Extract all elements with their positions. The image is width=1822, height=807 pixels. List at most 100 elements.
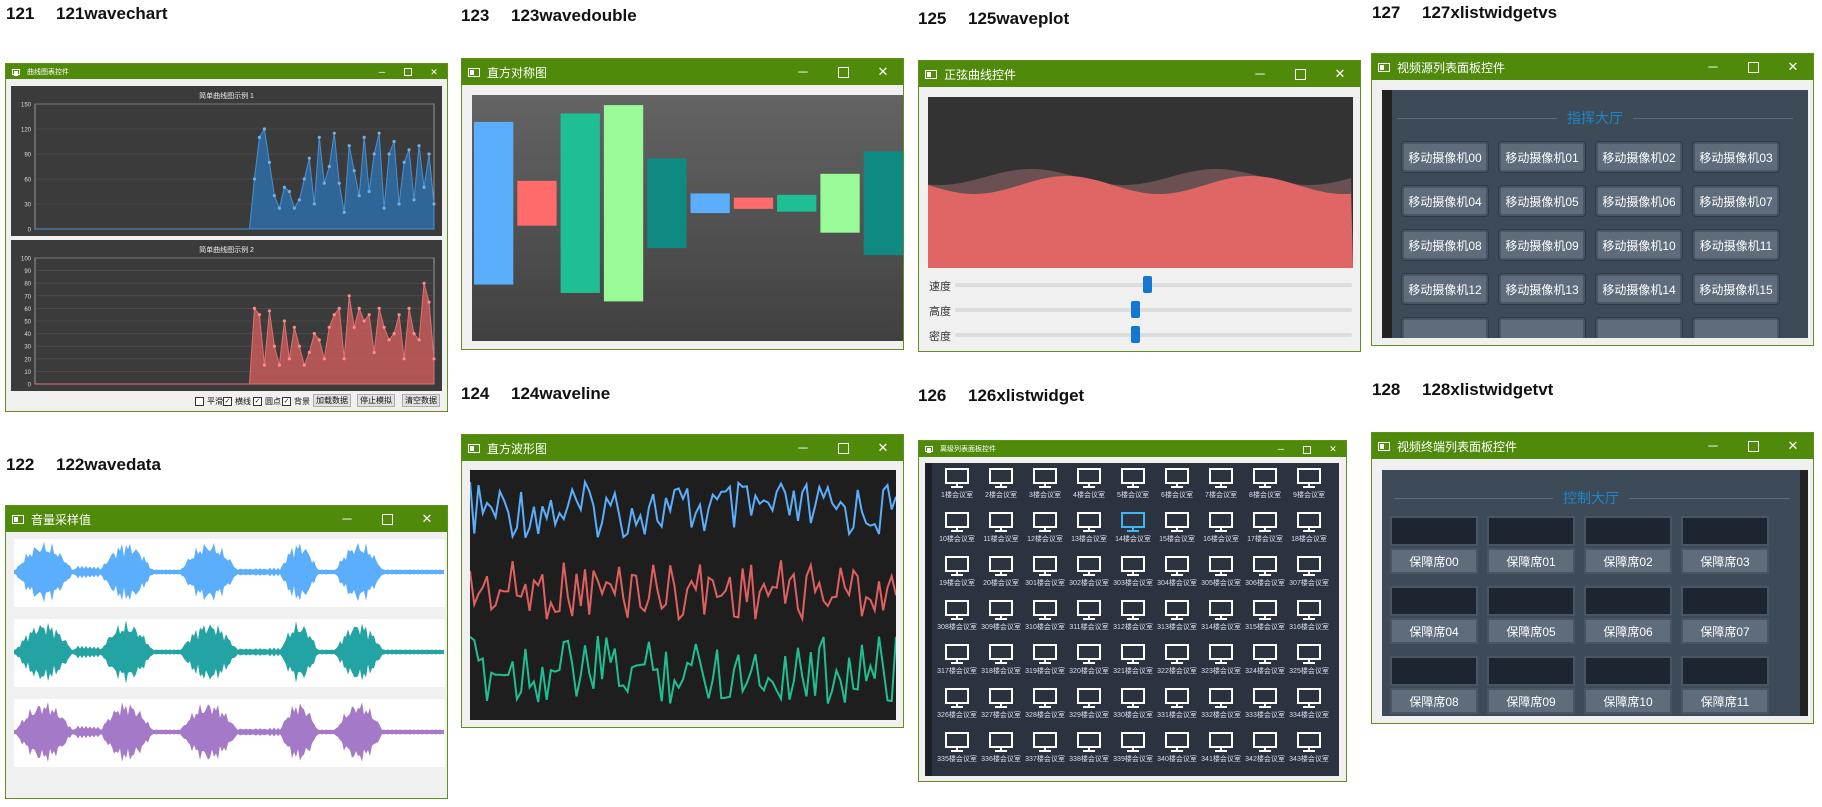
room-item[interactable]: 308楼会议室 <box>935 599 979 641</box>
maximize-icon[interactable] <box>823 65 863 79</box>
density-slider-thumb[interactable] <box>1131 326 1140 343</box>
maximize-icon[interactable] <box>1280 67 1320 81</box>
titlebar[interactable]: 正弦曲线控件 ─ ✕ <box>919 61 1360 87</box>
camera-button[interactable]: 移动摄像机05 <box>1499 186 1585 216</box>
room-item[interactable]: 343楼会议室 <box>1287 731 1331 773</box>
room-item[interactable]: 2楼会议室 <box>979 467 1023 509</box>
seat-item[interactable]: 保障席11 <box>1681 656 1769 716</box>
background-checkbox[interactable]: ✓ 背景 <box>282 397 310 406</box>
room-item[interactable]: 316楼会议室 <box>1287 599 1331 641</box>
close-icon[interactable]: ✕ <box>877 64 889 79</box>
dot-checkbox[interactable]: ✓ 圆点 <box>253 397 281 406</box>
minimize-icon[interactable]: ─ <box>1708 438 1718 453</box>
seat-item[interactable]: 保障席09 <box>1487 656 1575 716</box>
seat-item[interactable]: 保障席10 <box>1584 656 1672 716</box>
seat-item[interactable]: 保障席02 <box>1584 516 1672 576</box>
room-item[interactable]: 5楼会议室 <box>1111 467 1155 509</box>
room-item[interactable]: 307楼会议室 <box>1287 555 1331 597</box>
room-item[interactable]: 324楼会议室 <box>1243 643 1287 685</box>
titlebar[interactable]: 直方波形图 ─ ✕ <box>462 435 903 461</box>
camera-button[interactable]: 移动摄像机08 <box>1402 230 1488 260</box>
stop-sim-button[interactable]: 停止模拟 <box>357 394 395 407</box>
room-item[interactable]: 18楼会议室 <box>1287 511 1331 553</box>
camera-button[interactable]: 移动摄像机14 <box>1596 274 1682 304</box>
camera-button[interactable]: 移动摄像机10 <box>1596 230 1682 260</box>
room-item[interactable]: 332楼会议室 <box>1199 687 1243 729</box>
room-item[interactable]: 309楼会议室 <box>979 599 1023 641</box>
room-item[interactable]: 11楼会议室 <box>979 511 1023 553</box>
camera-button[interactable]: 移动摄像机01 <box>1499 142 1585 172</box>
room-item[interactable]: 313楼会议室 <box>1155 599 1199 641</box>
titlebar[interactable]: 音量采样值 ─ ✕ <box>6 506 447 532</box>
room-item[interactable]: 4楼会议室 <box>1067 467 1111 509</box>
camera-button[interactable] <box>1596 318 1682 338</box>
room-item[interactable]: 306楼会议室 <box>1243 555 1287 597</box>
room-item[interactable]: 327楼会议室 <box>979 687 1023 729</box>
camera-button[interactable]: 移动摄像机07 <box>1693 186 1779 216</box>
room-item[interactable]: 310楼会议室 <box>1023 599 1067 641</box>
room-item[interactable]: 8楼会议室 <box>1243 467 1287 509</box>
seat-item[interactable]: 保障席08 <box>1390 656 1478 716</box>
room-item[interactable]: 336楼会议室 <box>979 731 1023 773</box>
maximize-icon[interactable] <box>1733 439 1773 453</box>
close-icon[interactable]: ✕ <box>1787 438 1799 453</box>
titlebar[interactable]: 直方对称图 ─ ✕ <box>462 59 903 85</box>
room-item[interactable]: 20楼会议室 <box>979 555 1023 597</box>
scrollbar[interactable] <box>925 463 932 776</box>
seat-item[interactable]: 保障席07 <box>1681 586 1769 646</box>
room-item[interactable]: 311楼会议室 <box>1067 599 1111 641</box>
room-item[interactable]: 326楼会议室 <box>935 687 979 729</box>
minimize-icon[interactable]: ─ <box>798 64 808 79</box>
clear-data-button[interactable]: 清空数据 <box>402 394 440 407</box>
room-item[interactable]: 3楼会议室 <box>1023 467 1067 509</box>
close-icon[interactable]: ✕ <box>1329 444 1337 454</box>
room-item[interactable]: 13楼会议室 <box>1067 511 1111 553</box>
minimize-icon[interactable]: ─ <box>378 66 386 77</box>
room-item[interactable]: 338楼会议室 <box>1067 731 1111 773</box>
density-slider[interactable] <box>955 326 1352 343</box>
room-item[interactable]: 312楼会议室 <box>1111 599 1155 641</box>
close-icon[interactable]: ✕ <box>1334 66 1346 81</box>
room-item[interactable]: 331楼会议室 <box>1155 687 1199 729</box>
speed-slider-thumb[interactable] <box>1143 276 1152 293</box>
room-item[interactable]: 341楼会议室 <box>1199 731 1243 773</box>
room-item[interactable]: 6楼会议室 <box>1155 467 1199 509</box>
room-item[interactable]: 305楼会议室 <box>1199 555 1243 597</box>
camera-button[interactable] <box>1402 318 1488 338</box>
room-item[interactable]: 12楼会议室 <box>1023 511 1067 553</box>
room-item[interactable]: 319楼会议室 <box>1023 643 1067 685</box>
load-data-button[interactable]: 加载数据 <box>313 394 351 407</box>
maximize-icon[interactable] <box>395 65 421 79</box>
room-item[interactable]: 304楼会议室 <box>1155 555 1199 597</box>
seat-item[interactable]: 保障席04 <box>1390 586 1478 646</box>
room-item[interactable]: 315楼会议室 <box>1243 599 1287 641</box>
minimize-icon[interactable]: ─ <box>1277 444 1285 454</box>
minimize-icon[interactable]: ─ <box>1255 66 1265 81</box>
maximize-icon[interactable] <box>367 512 407 526</box>
room-item[interactable]: 334楼会议室 <box>1287 687 1331 729</box>
titlebar[interactable]: 离级列表面板控件 ─ ✕ <box>919 441 1346 457</box>
room-item[interactable]: 323楼会议室 <box>1199 643 1243 685</box>
close-icon[interactable]: ✕ <box>430 66 438 77</box>
titlebar[interactable]: 曲线图表控件 ─ ✕ <box>6 64 447 79</box>
room-item[interactable]: 10楼会议室 <box>935 511 979 553</box>
room-item[interactable]: 333楼会议室 <box>1243 687 1287 729</box>
height-slider[interactable] <box>955 301 1352 318</box>
titlebar[interactable]: 视频终端列表面板控件 ─ ✕ <box>1372 433 1813 459</box>
room-item[interactable]: 303楼会议室 <box>1111 555 1155 597</box>
room-item[interactable]: 15楼会议室 <box>1155 511 1199 553</box>
room-item[interactable]: 340楼会议室 <box>1155 731 1199 773</box>
minimize-icon[interactable]: ─ <box>798 440 808 455</box>
camera-button[interactable]: 移动摄像机02 <box>1596 142 1682 172</box>
seat-item[interactable]: 保障席06 <box>1584 586 1672 646</box>
room-item[interactable]: 342楼会议室 <box>1243 731 1287 773</box>
scrollbar[interactable] <box>1382 90 1392 338</box>
room-item[interactable]: 328楼会议室 <box>1023 687 1067 729</box>
room-item[interactable]: 318楼会议室 <box>979 643 1023 685</box>
maximize-icon[interactable] <box>1733 60 1773 74</box>
room-item[interactable]: 322楼会议室 <box>1155 643 1199 685</box>
room-item[interactable]: 14楼会议室 <box>1111 511 1155 553</box>
camera-button[interactable]: 移动摄像机06 <box>1596 186 1682 216</box>
speed-slider[interactable] <box>955 276 1352 293</box>
titlebar[interactable]: 视频源列表面板控件 ─ ✕ <box>1372 54 1813 80</box>
